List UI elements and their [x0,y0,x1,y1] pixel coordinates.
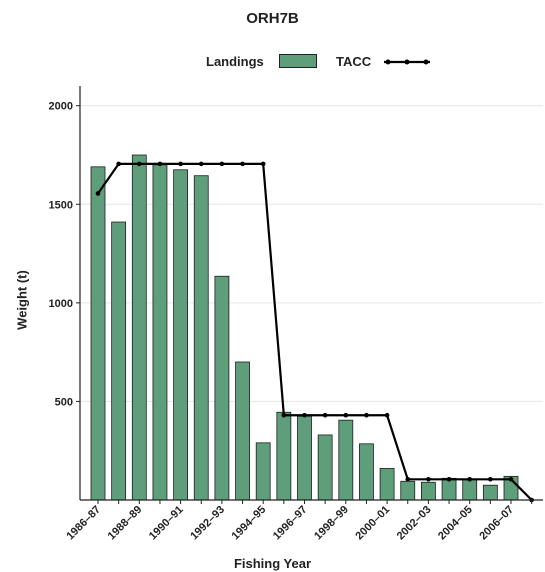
bar-landings [338,419,354,501]
marker-tacc [384,412,390,418]
bar-landings [420,481,436,501]
bar-landings [131,154,147,501]
marker-tacc [95,191,101,196]
line-tacc [97,162,533,501]
marker-tacc [137,161,142,167]
x-tick-label: 2006–07 [477,504,516,543]
y-tick-label: 500 [55,396,73,408]
marker-tacc [364,412,369,418]
marker-tacc [281,412,287,418]
marker-tacc [426,477,431,482]
marker-tacc [508,477,514,482]
bar-landings [255,442,271,501]
x-tick-label: 2004–05 [436,504,475,543]
x-tick-label: 1998–99 [312,504,351,543]
marker-tacc [343,412,349,418]
x-tick-label: 1992–93 [188,504,227,543]
bar-landings [297,415,312,501]
marker-tacc [467,477,473,482]
marker-tacc [405,477,411,482]
line-layer [95,161,534,503]
chart-title: ORH7B [246,10,299,27]
bar-landings [193,175,209,501]
y-tick-label: 1500 [49,199,73,211]
marker-tacc [240,161,245,167]
legend-label-landings: Landings [206,54,264,69]
bar-landings [90,166,106,501]
marker-tacc [302,412,307,418]
bar-landings [462,478,478,501]
bar-landings [214,275,230,501]
bar-landings [173,169,189,501]
legend-label-tacc: TACC [336,54,372,69]
bar-landings [276,411,292,501]
marker-tacc [116,161,121,167]
x-tick-label: 1996–97 [271,504,310,543]
marker-tacc [219,161,225,167]
bar-landings [152,164,168,501]
legend-swatch-tacc [384,59,430,65]
x-tick-label: 1990–91 [147,504,186,543]
marker-tacc [488,477,493,482]
y-tick-label: 1000 [49,298,73,310]
grid-layer [80,105,543,402]
x-tick-label: 2002–03 [395,504,434,543]
marker-tacc [322,412,328,418]
marker-tacc [198,161,204,167]
bar-landings [111,221,127,501]
x-tick-label: 1986–87 [64,504,103,543]
x-axis-label: Fishing Year [233,556,312,571]
bar-landings [317,434,333,501]
bar-landings [400,480,416,501]
bar-landings [235,361,250,501]
y-tick-label: 2000 [49,101,73,113]
x-tick-label: 1994–95 [230,504,269,543]
bar-landings [359,443,374,501]
legend-swatch-landings [279,54,317,68]
legend: Landings TACC [0,52,545,72]
marker-tacc [178,161,183,167]
marker-tacc [260,161,266,167]
bar-layer [90,154,519,501]
bar-landings [379,468,395,501]
x-tick-label: 1988–89 [106,504,145,543]
marker-tacc [157,161,163,167]
marker-tacc [446,477,452,482]
bar-landings [482,484,498,501]
x-tick-label: 2000–01 [353,504,392,543]
